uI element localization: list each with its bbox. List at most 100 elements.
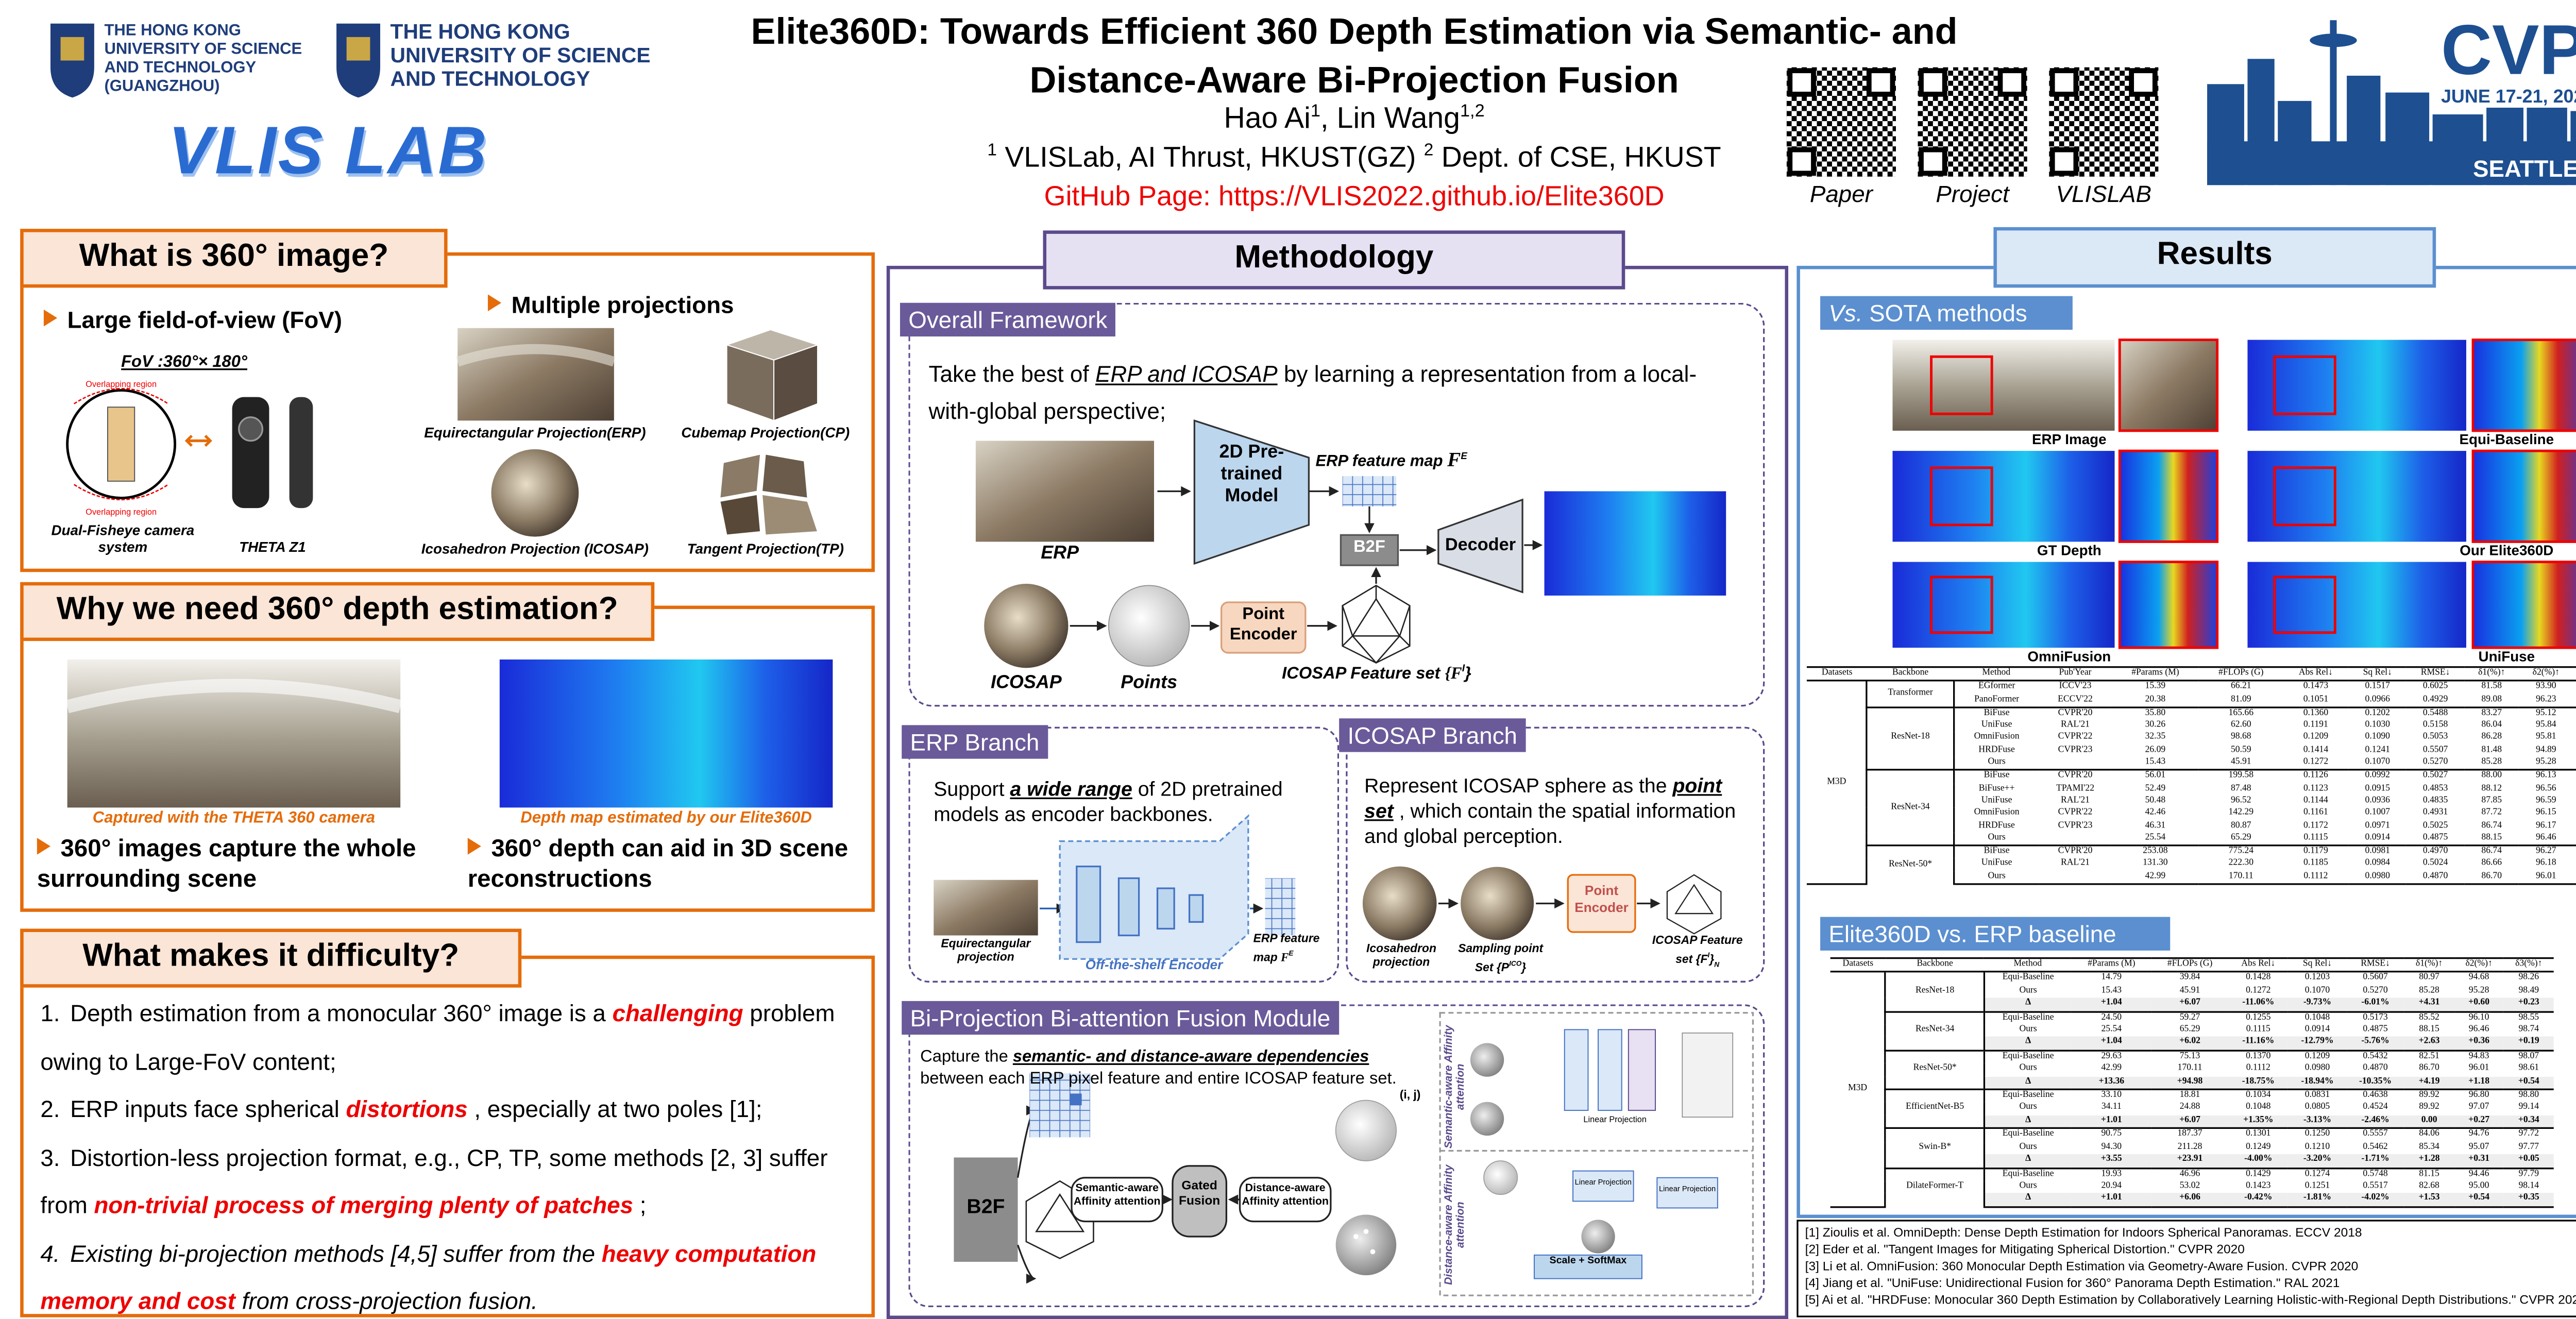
label: Sampling point Set {PICO} <box>1450 944 1551 976</box>
cell: 95.00 <box>2468 1180 2489 1191</box>
cell: 0.1034 <box>2228 1088 2289 1103</box>
header-cell: Sq Rel↓ <box>2288 957 2347 973</box>
cell: PanoFormer <box>1974 694 2020 704</box>
backbone-cell: ResNet-34 <box>1867 769 1955 846</box>
cell: 0.4875 <box>2363 1024 2388 1035</box>
header-cell: δ1(%)↑ <box>2464 666 2519 682</box>
cell: CVPR'23 <box>2058 820 2093 831</box>
label: Point Encoder <box>1229 605 1297 645</box>
fusion-text: Capture the semantic- and distance-aware… <box>920 1046 1433 1090</box>
bullet: 360° depth can aid in 3D scene reconstru… <box>467 835 872 895</box>
header-cell: #Params (M) <box>2071 957 2152 973</box>
shape <box>1483 1160 1518 1195</box>
cell: 98.50 <box>2573 859 2576 871</box>
cell: 35.80 <box>2111 706 2199 721</box>
cell: CVPR'20 <box>2039 769 2112 784</box>
cell: 89.92 <box>2404 1088 2454 1103</box>
cell: 0.1272 <box>2246 985 2271 996</box>
shape: I <box>1462 664 1465 675</box>
shape <box>1892 340 2115 431</box>
header-cell: Pub'Year <box>2039 666 2112 682</box>
text: Distortion-less projection format, e.g.,… <box>40 1143 828 1219</box>
cell: 0.4870 <box>2406 871 2465 885</box>
cell: 56.01 <box>2111 769 2199 784</box>
text: Vs. <box>1828 299 1863 327</box>
cell: 97.07 <box>2468 1103 2489 1113</box>
cell: BiFuse++ <box>1978 783 2015 794</box>
reference: [3] Li et al. OmniFusion: 360 Monocular … <box>1805 1258 2359 1274</box>
cell: 98.61 <box>2518 1063 2539 1074</box>
list-item: 1. Depth estimation from a monocular 360°… <box>40 989 856 1085</box>
cell: 93.90 <box>2519 680 2573 695</box>
cell: 94.30 <box>2101 1142 2122 1152</box>
shape <box>954 1157 1018 1262</box>
shape <box>238 416 264 442</box>
text: , which contain the spatial information … <box>1364 799 1736 848</box>
label: Icosahedron projection <box>1366 943 1436 969</box>
shape <box>2471 449 2576 543</box>
cell: 0.1517 <box>2348 680 2406 695</box>
table-row: UniFuse RAL'21 50.48 96.52 0.1144 0.0936 0.483… <box>1807 796 2576 808</box>
shape <box>1892 562 2115 648</box>
shape <box>65 679 402 714</box>
cell: 98.44 <box>2573 808 2576 820</box>
github-link[interactable]: GitHub Page: https://VLIS2022.github.io/… <box>1044 181 1665 212</box>
backbone-cell: ResNet-18 <box>1886 971 1985 1011</box>
cell: -4.00% <box>2228 1154 2289 1168</box>
subsection-label: Bi-Projection Bi-attention Fusion Module <box>902 1001 1339 1035</box>
cell: +6.07 <box>2151 1115 2228 1129</box>
shape <box>1930 576 1993 634</box>
shape <box>184 434 212 447</box>
shape: AND TECHNOLOGY <box>390 67 590 91</box>
shape: 2 <box>1423 142 1434 161</box>
text: Multiple projections <box>511 291 734 318</box>
cell: +6.02 <box>2151 1037 2228 1051</box>
cell: 0.1070 <box>2365 757 2390 768</box>
cell: 94.83 <box>2454 1050 2504 1064</box>
text <box>37 838 50 855</box>
text: Take the best of <box>928 362 1089 387</box>
cell: 0.5748 <box>2346 1166 2404 1181</box>
emphasis: challenging <box>612 999 743 1026</box>
shape: 1,2 <box>1460 101 1485 122</box>
text: between each ERP pixel feature and entir… <box>920 1070 1397 1089</box>
cell: 18.81 <box>2151 1088 2228 1103</box>
cell: 96.59 <box>2535 796 2556 806</box>
lab-logo: VLIS LAB <box>168 114 488 189</box>
shape: E <box>1289 949 1294 957</box>
shape <box>1866 68 1895 97</box>
cell: +1.18 <box>2454 1076 2504 1090</box>
label: Linear Projection <box>1583 1115 1647 1126</box>
cell: -6.01% <box>2346 998 2404 1011</box>
item-number: 3. <box>40 1143 60 1171</box>
backbone-cell: DilateFormer-T <box>1886 1166 1985 1207</box>
cell: 96.56 <box>2535 783 2556 794</box>
image-label: Our Elite360D <box>2460 542 2554 559</box>
caption: Depth map estimated by our Elite360D <box>520 809 812 828</box>
cell: 96.15 <box>2535 808 2556 818</box>
shape <box>1172 1165 1228 1238</box>
header-cell: Abs Rel↓ <box>2283 666 2349 682</box>
cell: Equi-Baseline <box>1984 971 2072 986</box>
text: Support <box>934 777 1005 801</box>
cell: 0.1126 <box>2283 769 2349 784</box>
text: F <box>1447 447 1461 471</box>
cell: 46.31 <box>2145 820 2166 831</box>
cell: 0.5158 <box>2422 720 2448 731</box>
shape <box>1628 1029 1656 1111</box>
shape <box>2471 339 2576 432</box>
cell <box>2039 871 2112 885</box>
header-cell: #FLOPs (G) <box>2151 957 2228 973</box>
cell: 96.18 <box>2535 858 2556 869</box>
label: ICOSAP Feature set {FI}N <box>1645 936 1749 972</box>
text <box>43 309 58 327</box>
cell: ECCV'22 <box>2058 694 2093 704</box>
cell: 88.15 <box>2481 832 2502 843</box>
text: } <box>1521 962 1527 975</box>
shape <box>60 37 84 61</box>
text: 360° depth can aid in 3D scene reconstru… <box>467 836 849 893</box>
erp-branch-box <box>908 726 1340 983</box>
cell: 0.1115 <box>2303 832 2328 843</box>
cell: 0.0914 <box>2365 832 2390 843</box>
baseline-table: Datasets Backbone Method #Params (M) #FLOPs … <box>1830 957 2554 1208</box>
